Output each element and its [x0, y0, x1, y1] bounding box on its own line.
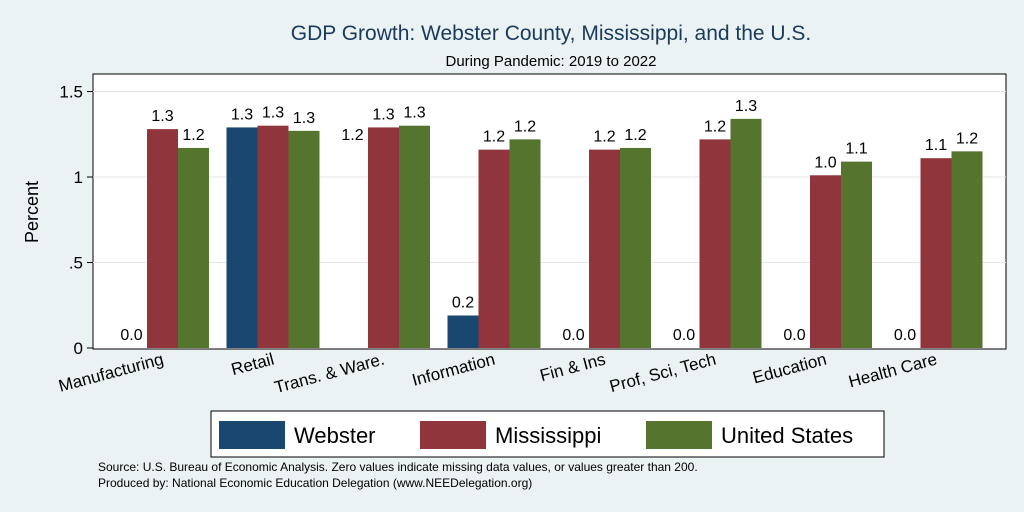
data-label: 1.0	[814, 154, 836, 171]
category-label: Prof, Sci, Tech	[608, 350, 718, 397]
data-label: 1.3	[262, 105, 284, 122]
bar-united-states	[288, 130, 320, 348]
legend-swatch-united-states	[646, 421, 712, 449]
bar-mississippi	[810, 175, 841, 348]
bar-mississippi	[147, 129, 178, 348]
legend-box	[210, 410, 885, 458]
bar-webster	[447, 315, 479, 348]
data-label: 1.2	[704, 118, 726, 135]
y-axis-ticks: 0 .5 1 1.5	[59, 83, 93, 358]
data-label: 1.3	[293, 110, 315, 127]
data-label: 1.3	[372, 106, 394, 123]
bar-mississippi	[257, 125, 289, 348]
bar-united-states	[620, 147, 651, 348]
data-label: 1.2	[341, 127, 363, 144]
data-label: 0.0	[673, 327, 695, 344]
bar-mississippi	[478, 149, 510, 348]
data-label: 1.2	[483, 129, 505, 146]
y-tick-label: 0	[74, 339, 83, 358]
data-label: 1.3	[735, 98, 757, 115]
bar-mississippi	[699, 139, 731, 348]
category-label: Education	[751, 350, 829, 388]
bar-mississippi	[920, 158, 952, 348]
data-label: 1.3	[403, 105, 425, 122]
legend: Webster Mississippi United States	[210, 410, 885, 458]
category-label: Trans. & Ware.	[272, 350, 386, 398]
legend-label-mississippi: Mississippi	[495, 423, 601, 448]
data-label: 1.3	[151, 108, 173, 125]
bar-united-states	[951, 151, 983, 348]
data-label: 1.2	[624, 127, 646, 144]
data-label: 0.0	[783, 327, 805, 344]
bar-united-states	[399, 125, 430, 348]
value-labels: 0.0 1.3 1.2 1.3 1.3 1.3 1.3 1.3 0.2 1.2 1.2 0.0 1.2 1…	[120, 98, 978, 344]
y-tick-label: .5	[69, 254, 83, 273]
data-label: 1.3	[231, 106, 253, 123]
bar-united-states	[509, 139, 541, 348]
y-axis-label: Percent	[22, 181, 42, 243]
legend-swatch-webster	[219, 421, 285, 449]
footnote-source: Source: U.S. Bureau of Economic Analysis…	[98, 460, 698, 474]
bar-united-states	[841, 161, 872, 348]
bar-united-states	[178, 147, 209, 348]
legend-label-united-states: United States	[721, 423, 853, 448]
data-label: 1.2	[593, 129, 615, 146]
legend-label-webster: Webster	[294, 423, 376, 448]
data-label: 0.0	[120, 327, 142, 344]
chart-subtitle: During Pandemic: 2019 to 2022	[446, 53, 657, 70]
bar-mississippi	[368, 127, 399, 348]
data-label: 1.2	[514, 118, 536, 135]
bar-mississippi	[589, 149, 620, 348]
category-label: Fin & Ins	[538, 350, 608, 386]
category-label: Health Care	[846, 350, 939, 392]
y-tick-label: 1	[74, 168, 83, 187]
bar-webster	[226, 127, 258, 348]
legend-swatch-mississippi	[420, 421, 486, 449]
bar-united-states	[730, 118, 762, 348]
category-label: Information	[410, 350, 497, 390]
chart-title: GDP Growth: Webster County, Mississippi,…	[291, 22, 812, 45]
data-label: 1.2	[956, 130, 978, 147]
data-label: 0.0	[562, 327, 584, 344]
data-label: 0.0	[894, 327, 916, 344]
data-label: 1.1	[925, 137, 947, 154]
category-label: Retail	[229, 350, 276, 380]
data-label: 1.2	[182, 127, 204, 144]
data-label: 0.2	[452, 295, 474, 312]
bars	[147, 118, 983, 348]
data-label: 1.1	[845, 141, 867, 158]
footnote-producer: Produced by: National Economic Education…	[98, 476, 532, 490]
y-tick-label: 1.5	[59, 83, 83, 102]
